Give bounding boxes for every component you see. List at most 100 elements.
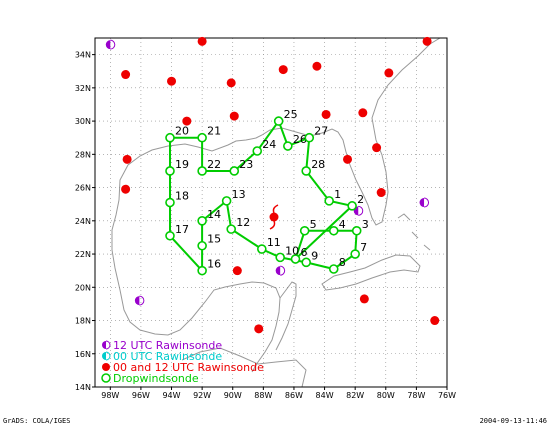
y-tick-label: 18N — [75, 317, 91, 326]
rawinsonde-station — [384, 68, 394, 78]
x-tick-label: 90W — [224, 391, 242, 400]
dropwindsonde-label: 21 — [207, 125, 221, 138]
rawinsonde-station — [229, 111, 239, 121]
rawinsonde-station — [321, 109, 331, 119]
dropwindsonde-label: 16 — [207, 258, 221, 271]
legend-item-12utc: 12 UTC Rawinsonde — [102, 339, 222, 352]
rawinsonde-station — [372, 143, 382, 153]
coastlines — [111, 38, 441, 387]
dropwindsonde-marker — [290, 254, 301, 264]
dropwindsonde-label: 27 — [314, 125, 328, 138]
dropwindsonde-marker — [328, 225, 339, 236]
x-tick-label: 80W — [377, 391, 395, 400]
rawinsonde-station — [167, 76, 177, 86]
plot-frame — [94, 37, 448, 388]
dropwindsonde-label: 7 — [360, 241, 367, 254]
y-tick-label: 20N — [75, 283, 91, 292]
dropwindsonde-marker — [301, 257, 312, 268]
y-axis: 34N 32N 30N 28N 26N 24N 22N 20N 18N 16N 14N — [75, 51, 95, 392]
rawinsonde-station — [121, 184, 131, 194]
rawinsonde-station — [182, 116, 192, 126]
cuba — [321, 254, 421, 291]
dropwindsonde-label: 8 — [339, 256, 346, 269]
dropwindsonde-label: 13 — [232, 188, 246, 201]
x-tick-label: 88W — [254, 391, 272, 400]
dropwindsonde-label: 9 — [311, 249, 318, 262]
y-tick-label: 22N — [75, 250, 91, 259]
legend-label: 00 UTC Rawinsonde — [113, 350, 222, 363]
dropwindsonde-marker — [197, 240, 207, 251]
x-tick-label: 86W — [285, 391, 303, 400]
dropwindsonde-label: 25 — [284, 108, 298, 121]
x-tick-label: 96W — [132, 391, 150, 400]
footer-left: GrADS: COLA/IGES — [3, 417, 70, 425]
dropwindsonde-marker — [351, 225, 362, 236]
dropwindsonde-label: 24 — [262, 138, 276, 151]
x-tick-label: 92W — [193, 391, 211, 400]
rawinsonde-station — [376, 188, 386, 198]
rawinsonde-station — [419, 197, 430, 208]
dropwindsonde-marker — [275, 252, 285, 263]
dropwindsonde-label: 10 — [285, 244, 299, 257]
rawinsonde-station — [197, 36, 207, 46]
x-tick-label: 94W — [162, 391, 180, 400]
rawinsonde-station — [134, 295, 145, 306]
dropwindsonde-marker — [226, 224, 237, 234]
dropwindsonde-marker — [273, 116, 284, 126]
rawinsonde-station — [232, 266, 242, 276]
dropwindsonde-label: 11 — [267, 236, 281, 249]
rawinsonde-station — [275, 265, 286, 276]
dropwindsonde-label: 14 — [207, 208, 221, 221]
dropwindsonde-marker — [197, 265, 207, 276]
footer-right: 2004-09-13-11:46 — [480, 417, 547, 425]
mexico-coast — [111, 199, 281, 373]
rawinsonde-station — [122, 154, 132, 164]
y-tick-label: 14N — [75, 383, 91, 392]
y-tick-label: 30N — [75, 117, 91, 126]
dropwindsonde-marker — [324, 196, 334, 206]
dropwindsonde-marker — [165, 132, 175, 143]
dropwindsonde-label: 28 — [311, 158, 325, 171]
x-axis: 98W 96W 94W 92W 90W 88W 86W 84W 82W 80W 78W 76W — [101, 387, 456, 400]
dropwindsonde-label: 20 — [175, 125, 189, 138]
rawinsonde-station — [121, 70, 131, 80]
rawinsonde-station — [343, 154, 353, 164]
rawinsonde-station — [226, 78, 236, 88]
dropwindsonde-label: 6 — [300, 246, 307, 259]
rawinsonde-station — [278, 65, 288, 75]
rawinsonde-station — [358, 108, 368, 118]
x-tick-label: 82W — [346, 391, 364, 400]
yucatan-east — [275, 281, 297, 351]
dropwindsonde-marker — [165, 230, 175, 241]
rawinsonde-station — [105, 39, 116, 50]
gulf-coast-north — [118, 38, 441, 226]
dropwindsonde-marker — [328, 264, 339, 274]
dropwindsonde-marker — [299, 225, 310, 236]
legend-item-00-12utc: 00 and 12 UTC Rawinsonde — [102, 361, 264, 374]
legend-label: 00 and 12 UTC Rawinsonde — [113, 361, 264, 374]
rawinsonde-stations — [105, 36, 440, 334]
x-tick-label: 84W — [316, 391, 334, 400]
dropwindsonde-label: 1 — [334, 188, 341, 201]
dropwindsonde-marker — [304, 132, 315, 143]
central-america — [181, 347, 307, 387]
dropwindsonde-label: 15 — [207, 233, 221, 246]
rawinsonde-station — [430, 316, 440, 326]
rawinsonde-station — [312, 61, 322, 71]
dropwindsonde-marker — [197, 166, 207, 176]
dropwindsonde-label: 5 — [310, 218, 317, 231]
dropwindsonde-marker — [197, 216, 207, 226]
dropwindsonde-marker — [221, 196, 232, 206]
dropwindsonde-marker — [350, 249, 360, 259]
hurricane-symbol — [269, 204, 279, 230]
x-tick-label: 98W — [101, 391, 119, 400]
dropwindsonde-label: 2 — [357, 193, 364, 206]
y-tick-label: 34N — [75, 51, 91, 60]
legend: 12 UTC Rawinsonde 00 UTC Rawinsonde 00 a… — [101, 339, 264, 385]
legend-item-dropwindsonde: Dropwindsonde — [101, 372, 199, 385]
y-tick-label: 16N — [75, 350, 91, 359]
dropwindsonde-label: 4 — [339, 218, 346, 231]
dropwindsonde-marker — [301, 166, 312, 176]
